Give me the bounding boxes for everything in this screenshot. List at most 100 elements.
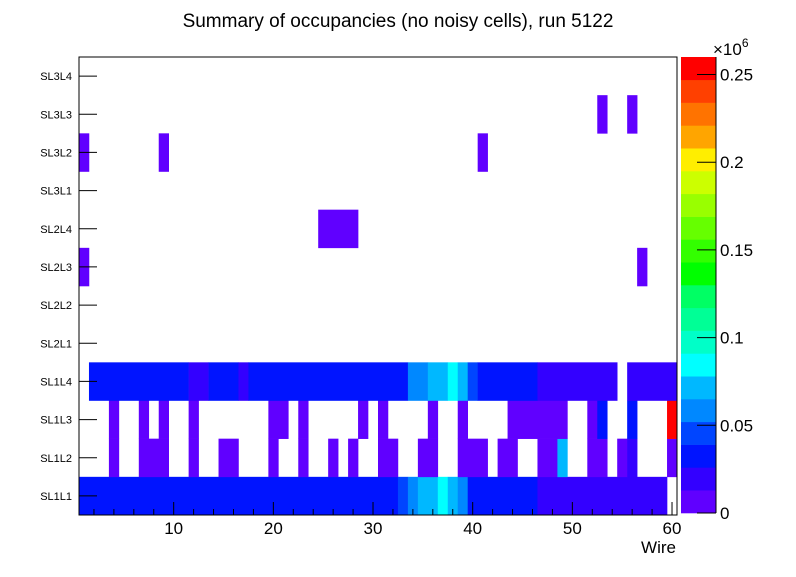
heatmap-cell xyxy=(427,362,449,401)
x-tick-label: 60 xyxy=(663,519,682,538)
heatmap-cell xyxy=(378,438,399,478)
color-scale: 0 0.05 0.1 0.15 0.2 0.25 xyxy=(681,57,753,523)
color-scale-band xyxy=(681,444,716,468)
x-axis-label: Wire xyxy=(641,538,676,557)
color-scale-band xyxy=(681,490,716,514)
y-tick-label: SL2L3 xyxy=(40,262,72,274)
heatmap-cell xyxy=(238,362,249,401)
heatmap-cell xyxy=(537,476,668,516)
heatmap-cell xyxy=(477,362,538,401)
heatmap-cell xyxy=(407,362,429,401)
heatmap-cell xyxy=(298,438,309,478)
x-tick-label: 30 xyxy=(364,519,383,538)
heatmap-cell xyxy=(158,400,169,439)
heatmap-cell xyxy=(188,438,199,478)
heatmap-cell xyxy=(397,476,409,516)
heatmap-cell xyxy=(627,362,678,401)
color-scale-band xyxy=(681,262,716,286)
heatmap-cell xyxy=(138,438,169,478)
y-tick-label: SL1L1 xyxy=(40,491,72,503)
color-scale-band xyxy=(681,125,716,149)
heatmap-cell xyxy=(497,438,518,478)
y-tick-label: SL1L3 xyxy=(40,415,72,427)
chart-title: Summary of occupancies (no noisy cells),… xyxy=(183,11,614,32)
heatmap-cell xyxy=(537,438,558,478)
x-tick-label: 50 xyxy=(563,519,582,538)
heatmap-cell xyxy=(627,438,638,478)
heatmap-cell xyxy=(427,400,439,439)
heatmap-cell xyxy=(637,247,648,287)
color-scale-band xyxy=(681,421,716,445)
y-tick-label: SL1L4 xyxy=(40,376,72,388)
y-tick-label: SL3L1 xyxy=(40,186,72,198)
heatmap-cell xyxy=(268,400,289,439)
heatmap-cell xyxy=(188,400,199,439)
y-tick-label: SL2L4 xyxy=(40,224,72,236)
color-scale-band xyxy=(681,467,716,491)
color-scale-tick-label: 0.05 xyxy=(720,416,753,435)
color-scale-band xyxy=(681,239,716,263)
heatmap-cell xyxy=(627,400,638,439)
plot-frame xyxy=(78,56,678,516)
heatmap-cell xyxy=(587,400,598,439)
heatmap-cell xyxy=(477,133,488,172)
heatmap-cell xyxy=(108,438,120,478)
heatmap-cell xyxy=(447,476,459,516)
heatmap-cell xyxy=(457,400,468,439)
heatmap-cell xyxy=(667,438,678,478)
x-tick-label: 40 xyxy=(463,519,482,538)
color-scale-band xyxy=(681,193,716,217)
heatmap-cell xyxy=(378,400,389,439)
heatmap-cell xyxy=(457,476,468,516)
color-scale-tick-label: 0.15 xyxy=(720,241,753,260)
heatmap-cell xyxy=(617,438,628,478)
color-scale-band xyxy=(681,376,716,400)
heatmap-cell xyxy=(667,400,678,439)
color-scale-tick-label: 0.1 xyxy=(720,329,744,348)
multiplier-exponent: 6 xyxy=(742,36,749,50)
color-scale-band xyxy=(681,148,716,172)
color-scale-tick-label: 0 xyxy=(720,504,729,523)
color-scale-band xyxy=(681,307,716,331)
heatmap-cell xyxy=(188,362,209,401)
heatmap-cell xyxy=(447,362,459,401)
heatmap-cell xyxy=(248,362,409,401)
heatmap-cell xyxy=(557,438,568,478)
heatmap-cell xyxy=(79,476,399,516)
heatmap-cell xyxy=(537,362,618,401)
heatmap-cell xyxy=(348,438,359,478)
heatmap-cell xyxy=(467,476,538,516)
heatmap-cell xyxy=(437,476,449,516)
color-scale-band xyxy=(681,285,716,309)
x-tick-label: 20 xyxy=(264,519,283,538)
heatmap-cell xyxy=(417,476,439,516)
color-scale-tick-label: 0.2 xyxy=(720,153,744,172)
y-tick-label: SL1L2 xyxy=(40,453,72,465)
heatmap-cell xyxy=(88,362,189,401)
heatmap-cell xyxy=(318,209,359,249)
heatmap-cell xyxy=(328,438,339,478)
heatmap-cell xyxy=(507,400,568,439)
heatmap-cell xyxy=(627,95,638,134)
color-scale-band xyxy=(681,216,716,240)
heatmap-cell xyxy=(358,400,369,439)
heatmap-cell xyxy=(597,95,608,134)
heatmap-cell xyxy=(417,438,439,478)
color-scale-band xyxy=(681,171,716,195)
x-tick-label: 10 xyxy=(164,519,183,538)
color-scale-band xyxy=(681,399,716,423)
color-scale-band xyxy=(681,57,716,81)
y-tick-label: SL3L2 xyxy=(40,147,72,159)
heatmap-cell xyxy=(407,476,419,516)
color-scale-band xyxy=(681,102,716,126)
y-tick-label: SL2L1 xyxy=(40,338,72,350)
heatmap-cell xyxy=(108,400,120,439)
heatmap-cells xyxy=(79,95,678,516)
heatmap-cell xyxy=(268,438,279,478)
y-tick-label: SL3L3 xyxy=(40,109,72,121)
color-scale-band xyxy=(681,330,716,354)
color-scale-multiplier: ×106 xyxy=(713,36,749,59)
y-tick-label: SL2L2 xyxy=(40,300,72,312)
y-axis: SL1L1 SL1L2 SL1L3 SL1L4 SL2L1 SL2L2 SL2L3 SL2L4… xyxy=(40,71,97,503)
